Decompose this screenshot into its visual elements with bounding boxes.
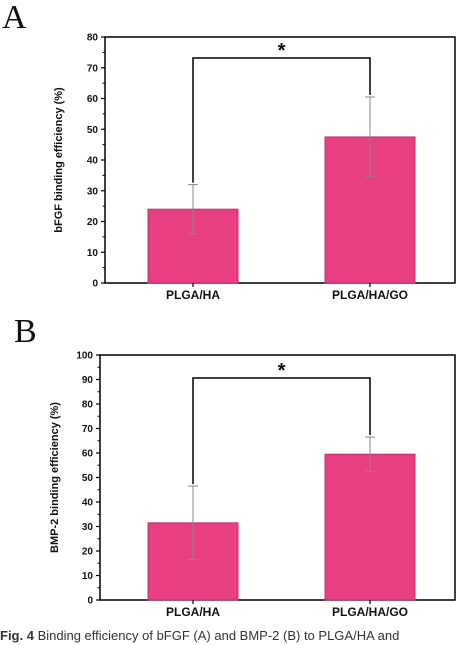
panel-b: B 0 10 20 30 40 50 60 70 80 90 100 BMP-2 binding ef… [14, 313, 456, 619]
panel-a-ytick-label: 10 [87, 248, 99, 259]
panel-a-category-label-1: PLGA/HA [166, 288, 220, 302]
panel-a-category-label-2: PLGA/HA/GO [332, 288, 408, 302]
panel-b-ytick-label: 30 [82, 522, 94, 533]
panel-a-significance-star: * [278, 40, 286, 62]
panel-a-significance-bracket [192, 57, 371, 183]
panel-b-significance-bracket [192, 377, 371, 485]
panel-b-category-label-2: PLGA/HA/GO [332, 605, 408, 619]
panel-a-ytick-label: 20 [87, 217, 99, 228]
panel-b-ytick-label: 10 [82, 571, 94, 582]
panel-b-ytick-label: 40 [82, 498, 94, 509]
panel-a-ytick-label: 50 [87, 125, 99, 136]
panel-a-letter: A [2, 0, 27, 36]
panel-a-ytick-label: 40 [87, 156, 99, 167]
panel-b-letter: B [14, 313, 37, 350]
panel-b-ytick-label: 90 [82, 375, 94, 386]
panel-a-ytick-label: 0 [92, 279, 98, 290]
panel-b-ytick-label: 50 [82, 473, 94, 484]
panel-b-significance-star: * [278, 360, 286, 382]
panel-b-ytick-label: 0 [87, 596, 93, 607]
panel-a: A 0 10 20 30 40 50 60 70 80 bFGF binding efficien… [2, 0, 456, 302]
panel-b-bar-2 [324, 453, 416, 601]
panel-a-ytick-label: 30 [87, 186, 99, 197]
caption-text: Binding efficiency of bFGF (A) and BMP-2… [37, 628, 400, 643]
panel-b-ytick-label: 80 [82, 400, 94, 411]
panel-b-ytick-label: 70 [82, 424, 94, 435]
panel-a-y-axis-label: bFGF binding efficiency (%) [53, 87, 65, 233]
panel-b-category-label-1: PLGA/HA [166, 605, 220, 619]
panel-b-ytick-label: 20 [82, 547, 94, 558]
panel-a-ytick-label: 60 [87, 94, 99, 105]
panel-b-y-axis-label: BMP-2 binding efficiency (%) [49, 402, 61, 553]
caption-label: Fig. 4 [0, 628, 34, 643]
panel-a-ytick-label: 80 [87, 33, 99, 44]
panel-b-ytick-label: 60 [82, 449, 94, 460]
panel-a-ytick-label: 70 [87, 63, 99, 74]
figure-caption: Fig. 4 Binding efficiency of bFGF (A) an… [0, 628, 474, 645]
panel-b-ytick-label: 100 [76, 351, 93, 362]
